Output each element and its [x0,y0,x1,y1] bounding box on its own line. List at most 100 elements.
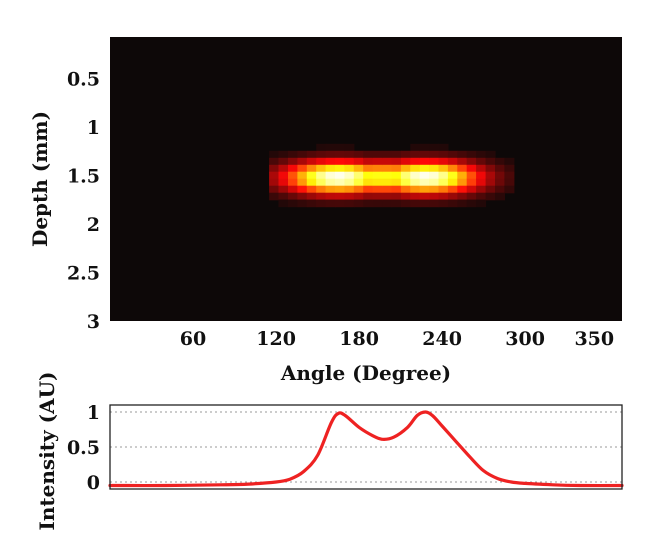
heatmap-cell [410,171,421,180]
heatmap-cell [485,157,496,166]
heatmap-cell [372,171,383,180]
heatmap-cell [466,199,477,208]
heatmap-cell [297,164,308,173]
heatmap-cell [447,178,458,187]
heatmap-cell [335,150,345,159]
heatmap-cell [335,157,345,166]
heatmap-cell [447,150,458,159]
heatmap-y-tick: 0.5 [67,69,100,91]
heatmap-cell [344,192,355,201]
heatmap-cell [410,192,421,201]
heatmap-cell [269,150,280,159]
heatmap-y-tick: 3 [87,311,100,333]
heatmap-cell [306,157,317,166]
heatmap-cell [335,185,345,194]
heatmap-cell [382,150,393,159]
heatmap-cell [391,150,402,159]
heatmap-x-tick: 300 [505,328,545,350]
heatmap-cell [353,178,364,187]
heatmap-cell [278,185,289,194]
heatmap-cell [400,192,411,201]
heatmap-cell [363,164,374,173]
heatmap-x-tick: 120 [256,328,296,350]
heatmap-y-tick: 1 [87,117,100,139]
heatmap-cell [297,199,308,208]
heatmap-cell [457,185,468,194]
heatmap-cell [391,199,402,208]
heatmap-cell [363,157,374,166]
heatmap-cell [372,192,383,201]
heatmap-cell [335,143,345,152]
heatmap-cell [353,164,364,173]
heatmap-cell [288,164,298,173]
heatmap-cell [391,157,402,166]
heatmap-cell [335,199,345,208]
heatmap-cell [288,150,298,159]
line-gridlines [110,411,622,483]
heatmap-cell [382,185,393,194]
heatmap-cell [410,150,421,159]
line-y-tick: 1 [87,402,100,424]
heatmap-cell [438,171,449,180]
heatmap-cell [429,178,440,187]
heatmap-cell [466,171,477,180]
heatmap-cell [438,143,449,152]
heatmap-cell [400,185,411,194]
heatmap-cell [316,143,327,152]
heatmap-cell [410,178,421,187]
heatmap-cell [495,185,505,194]
heatmap-cell [391,171,402,180]
heatmap-cell [353,157,364,166]
heatmap-cell [400,157,411,166]
heatmap-cell [400,199,411,208]
heatmap-cell [278,157,289,166]
heatmap-cell [476,157,487,166]
heatmap-cell [306,164,317,173]
heatmap-cell [363,199,374,208]
heatmap-cell [419,164,430,173]
heatmap-cell [344,157,355,166]
heatmap-cell [400,164,411,173]
heatmap-cell [410,143,421,152]
heatmap-cell [382,157,393,166]
heatmap-cell [372,185,383,194]
heatmap-cell [316,185,327,194]
heatmap-cell [495,178,505,187]
heatmap-cell [485,192,496,201]
heatmap-cell [278,199,289,208]
heatmap-cell [297,150,308,159]
heatmap-cell [419,143,430,152]
heatmap-cell [297,178,308,187]
heatmap-chart: 60 120 180 240 300 350 0.5 1 1.5 2 2.5 3 Angle (De… [28,37,622,385]
heatmap-cell [344,150,355,159]
heatmap-cell [325,178,336,187]
heatmap-cell [438,178,449,187]
line-series-intensity [108,410,624,488]
heatmap-cell [335,164,345,173]
heatmap-cell [476,171,487,180]
heatmap-cell [447,171,458,180]
heatmap-cell [447,157,458,166]
heatmap-cell [344,178,355,187]
heatmap-cell [306,150,317,159]
heatmap-cell [382,171,393,180]
heatmap-cell [438,157,449,166]
line-plot-frame [109,404,623,490]
heatmap-cell [476,178,487,187]
heatmap-cell [391,178,402,187]
heatmap-cell [306,199,317,208]
heatmap-cell [447,199,458,208]
heatmap-cell [485,185,496,194]
heatmap-cell [269,178,280,187]
heatmap-cell [278,171,289,180]
heatmap-cell [495,171,505,180]
heatmap-cell [382,164,393,173]
heatmap-cell [297,185,308,194]
heatmap-cell [504,185,515,194]
heatmap-y-tick: 2 [87,214,100,236]
heatmap-cell [485,164,496,173]
heatmap-cell [410,157,421,166]
heatmap-cell [429,171,440,180]
heatmap-cell [325,192,336,201]
heatmap-cell [325,157,336,166]
